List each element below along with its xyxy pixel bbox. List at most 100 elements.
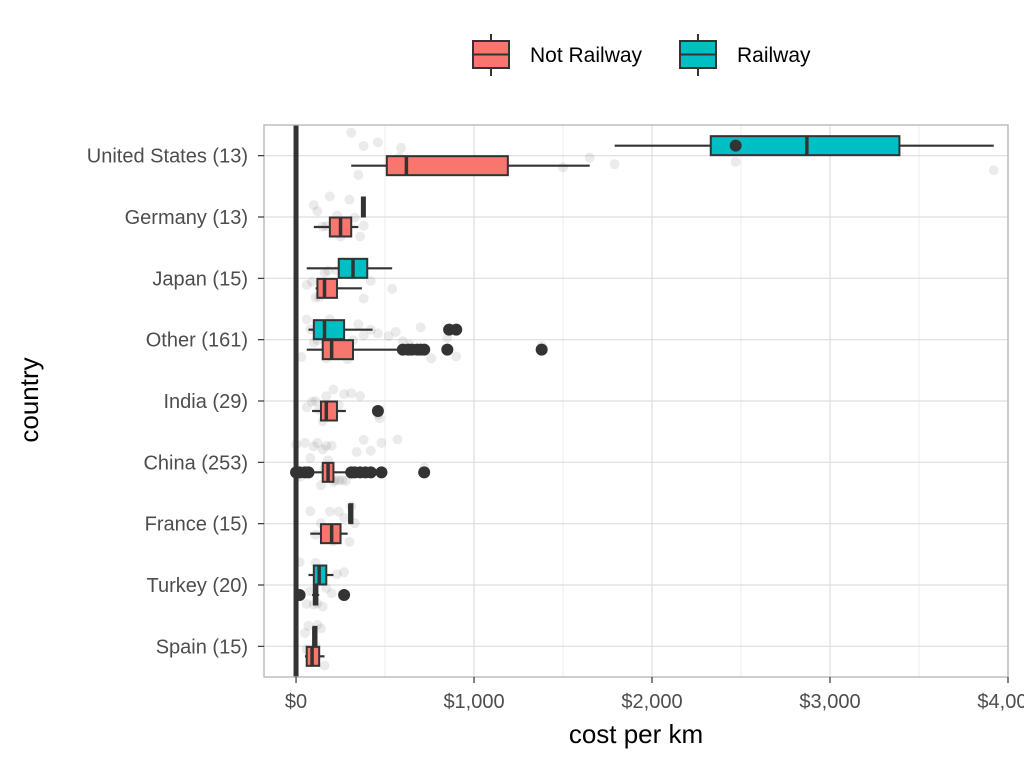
box-spain-15-not-railway xyxy=(304,645,325,667)
jitter-point xyxy=(365,275,376,286)
jitter-point xyxy=(321,440,332,451)
jitter-point xyxy=(346,127,357,138)
box-other-161-not-railway xyxy=(306,339,548,361)
jitter-point xyxy=(358,220,369,231)
jitter-point xyxy=(308,441,319,452)
jitter-point xyxy=(358,293,369,304)
jitter-point xyxy=(328,384,339,395)
box-japan-15-not-railway xyxy=(315,277,362,299)
box-iqr xyxy=(385,155,509,177)
y-axis-title: country xyxy=(14,357,44,442)
box-spain-15-railway xyxy=(312,625,318,647)
jitter-point xyxy=(344,536,355,547)
box-india-29-not-railway xyxy=(312,400,384,422)
jitter-point xyxy=(584,152,595,163)
outlier-point xyxy=(338,589,351,601)
legend-key-not-railway xyxy=(472,34,510,76)
jitter-point xyxy=(339,567,350,578)
jitter-point xyxy=(326,588,337,599)
jitter-point xyxy=(358,140,369,151)
x-tick-label: $4,000 xyxy=(977,691,1024,713)
jitter-point xyxy=(301,314,312,325)
jitter-point xyxy=(321,391,332,402)
box-united-states-13-railway xyxy=(614,135,994,157)
jitter-point xyxy=(326,440,337,451)
jitter-point xyxy=(415,322,426,333)
x-tick-label: $0 xyxy=(285,691,307,713)
outlier-point xyxy=(535,343,548,356)
jitter-point xyxy=(358,434,369,445)
legend: Not Railway Railway xyxy=(472,34,811,76)
jitter-point xyxy=(392,434,403,445)
jitter-point xyxy=(303,620,314,631)
x-tick-label: $3,000 xyxy=(799,691,860,713)
jitter-point xyxy=(344,194,355,205)
jitter-point xyxy=(331,569,342,580)
jitter-point xyxy=(333,475,344,486)
outlier-point xyxy=(371,405,384,417)
jitter-point xyxy=(296,352,307,363)
jitter-point xyxy=(312,206,323,217)
jitter-point xyxy=(305,586,316,597)
jitter-point xyxy=(390,326,401,337)
box-japan-15-railway xyxy=(306,257,393,279)
jitter-point xyxy=(317,601,328,612)
jitter-point xyxy=(387,283,398,294)
x-tick-label: $2,000 xyxy=(621,691,682,713)
outlier-point xyxy=(293,589,306,601)
jitter-point xyxy=(346,388,357,399)
box-iqr xyxy=(312,319,346,341)
jitter-point xyxy=(339,512,350,523)
jitter-point xyxy=(351,447,362,458)
jitter-point xyxy=(396,142,407,153)
legend-key-railway xyxy=(679,34,717,76)
box-turkey-20-railway xyxy=(308,564,334,586)
jitter-point xyxy=(305,453,316,464)
jitter-point xyxy=(355,231,366,242)
jitter-point xyxy=(358,330,369,341)
outlier-point xyxy=(418,343,431,356)
y-tick-label-turkey-20: Turkey (20) xyxy=(146,575,248,597)
jitter-point xyxy=(988,165,999,176)
jitter-point xyxy=(299,627,310,638)
jitter-point xyxy=(451,351,462,362)
outlier-point xyxy=(450,323,463,336)
jitter-point xyxy=(730,156,741,167)
jitter-point xyxy=(340,476,351,487)
outlier-point xyxy=(375,466,388,479)
jitter-point xyxy=(339,389,350,400)
outlier-point xyxy=(302,466,315,479)
box-turkey-20-not-railway xyxy=(293,584,351,606)
jitter-point xyxy=(301,402,312,413)
jitter-point xyxy=(324,191,335,202)
jitter-point xyxy=(315,623,326,634)
jitter-point xyxy=(609,159,620,170)
jitter-point xyxy=(301,598,312,609)
legend-label-railway: Railway xyxy=(737,44,811,67)
jitter-point xyxy=(355,391,366,402)
jitter-point xyxy=(319,267,330,278)
jitter-point xyxy=(376,437,387,448)
y-tick-label-other-161: Other (161) xyxy=(146,330,248,352)
jitter-point xyxy=(558,162,569,173)
y-tick-label-germany-13: Germany (13) xyxy=(125,207,248,229)
outlier-point xyxy=(418,466,431,479)
jitter-point xyxy=(349,212,360,223)
y-tick-label-united-states-13: United States (13) xyxy=(87,146,248,168)
jitter-point xyxy=(310,396,321,407)
outlier-point xyxy=(441,343,454,356)
box-united-states-13-not-railway xyxy=(351,155,590,177)
jitter-point xyxy=(383,331,394,342)
box-iqr xyxy=(321,339,354,361)
jitter-point xyxy=(307,276,318,287)
outlier-point xyxy=(364,466,377,479)
box-iqr xyxy=(319,400,338,422)
jitter-point xyxy=(308,200,319,211)
x-tick-label: $1,000 xyxy=(443,691,504,713)
box-iqr xyxy=(316,277,338,299)
y-tick-label-india-29: India (29) xyxy=(164,391,249,413)
jitter-point xyxy=(312,437,323,448)
outlier-point xyxy=(729,139,742,152)
jitter-point xyxy=(324,506,335,517)
